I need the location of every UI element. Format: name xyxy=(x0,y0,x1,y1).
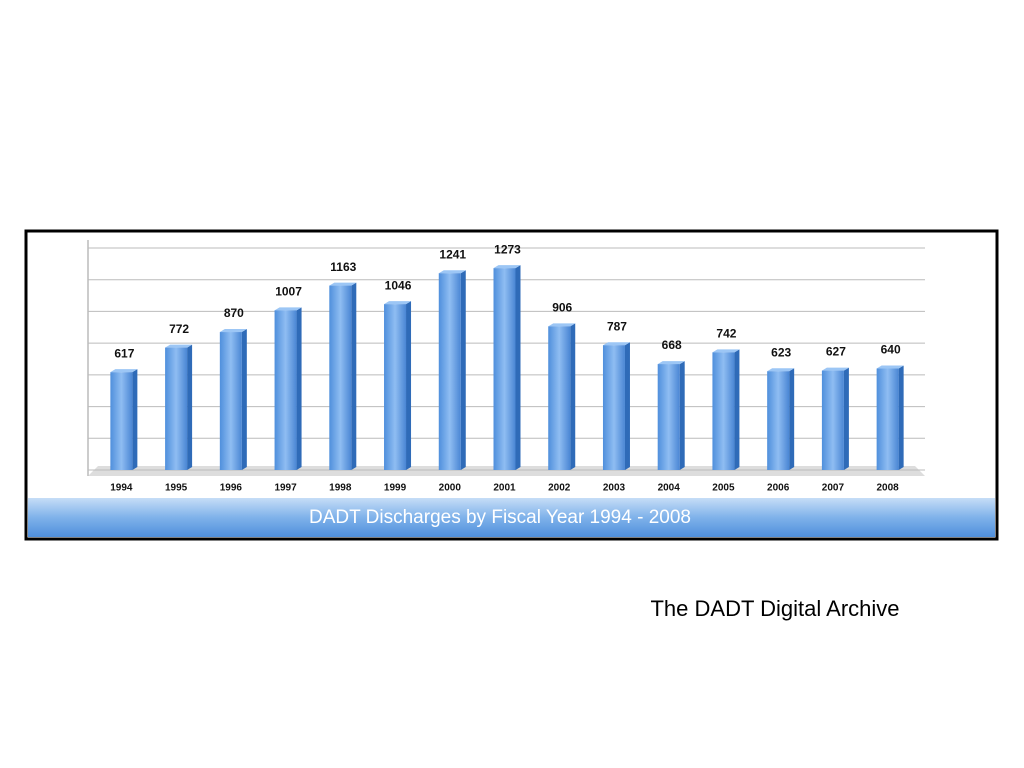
bar-side xyxy=(624,342,630,470)
x-tick-label: 2005 xyxy=(712,483,735,494)
x-tick-label: 2007 xyxy=(822,483,845,494)
bar-side xyxy=(789,368,795,470)
chart-title: DADT Discharges by Fiscal Year 1994 - 20… xyxy=(309,507,691,528)
bar xyxy=(493,268,516,470)
bar-top xyxy=(876,365,904,369)
bar-side xyxy=(734,349,740,470)
value-label: 668 xyxy=(662,338,682,352)
bar-top xyxy=(274,307,302,311)
caption: The DADT Digital Archive xyxy=(650,596,899,621)
value-label: 1007 xyxy=(275,284,302,298)
x-tick-label: 2008 xyxy=(877,483,900,494)
value-label: 1241 xyxy=(439,247,466,261)
bar-side xyxy=(570,323,576,470)
value-label: 640 xyxy=(881,343,901,357)
bar xyxy=(548,326,571,470)
bar-side xyxy=(187,344,193,470)
bar xyxy=(110,372,133,470)
bar-top xyxy=(602,342,630,346)
title-band xyxy=(28,498,995,537)
bar xyxy=(384,304,407,470)
value-label: 787 xyxy=(607,319,627,333)
bar-top xyxy=(165,344,193,348)
x-tick-label: 2001 xyxy=(493,483,516,494)
bar-top xyxy=(712,349,740,353)
bar-top xyxy=(110,369,138,373)
bar-side xyxy=(843,367,849,470)
bar-top xyxy=(438,270,466,274)
bar-side xyxy=(406,301,412,470)
bar-top xyxy=(657,361,685,365)
x-tick-label: 2002 xyxy=(548,483,571,494)
bar xyxy=(219,332,242,470)
value-label: 623 xyxy=(771,345,791,359)
value-label: 742 xyxy=(716,327,736,341)
bar xyxy=(821,370,844,470)
value-label: 870 xyxy=(224,306,244,320)
x-tick-label: 2004 xyxy=(658,483,681,494)
bar-side xyxy=(132,369,138,470)
bar-side xyxy=(460,270,466,470)
x-tick-label: 1994 xyxy=(110,483,133,494)
x-tick-label: 1999 xyxy=(384,483,407,494)
x-tick-label: 2000 xyxy=(439,483,462,494)
bar xyxy=(767,371,790,470)
bar-top xyxy=(821,367,849,371)
value-label: 1163 xyxy=(330,260,356,274)
bar-top xyxy=(219,329,247,333)
value-label: 1046 xyxy=(385,278,412,292)
x-tick-label: 1997 xyxy=(274,483,297,494)
bar-top xyxy=(493,265,521,269)
bar xyxy=(602,345,625,470)
value-label: 1273 xyxy=(494,242,521,256)
bar xyxy=(438,273,461,470)
bar-top xyxy=(767,368,795,372)
bar-top xyxy=(548,323,576,327)
bar-top xyxy=(384,301,412,305)
bar xyxy=(165,347,188,470)
bar-side xyxy=(296,307,302,470)
bar-side xyxy=(679,361,685,470)
x-tick-label: 1995 xyxy=(165,483,188,494)
bar xyxy=(876,368,899,470)
x-tick-label: 1996 xyxy=(220,483,243,494)
bar-side xyxy=(515,265,521,470)
bar-side xyxy=(898,365,904,470)
x-tick-label: 1998 xyxy=(329,483,352,494)
bar-side xyxy=(241,329,247,470)
bar-side xyxy=(351,282,357,470)
x-tick-label: 2003 xyxy=(603,483,626,494)
bar xyxy=(657,364,680,470)
value-label: 627 xyxy=(826,345,846,359)
bar xyxy=(274,310,297,470)
value-label: 772 xyxy=(169,322,189,336)
bar xyxy=(712,352,735,470)
value-label: 617 xyxy=(114,346,134,360)
x-tick-label: 2006 xyxy=(767,483,790,494)
value-label: 906 xyxy=(552,301,572,315)
bar xyxy=(329,285,352,470)
bar-top xyxy=(329,282,357,286)
